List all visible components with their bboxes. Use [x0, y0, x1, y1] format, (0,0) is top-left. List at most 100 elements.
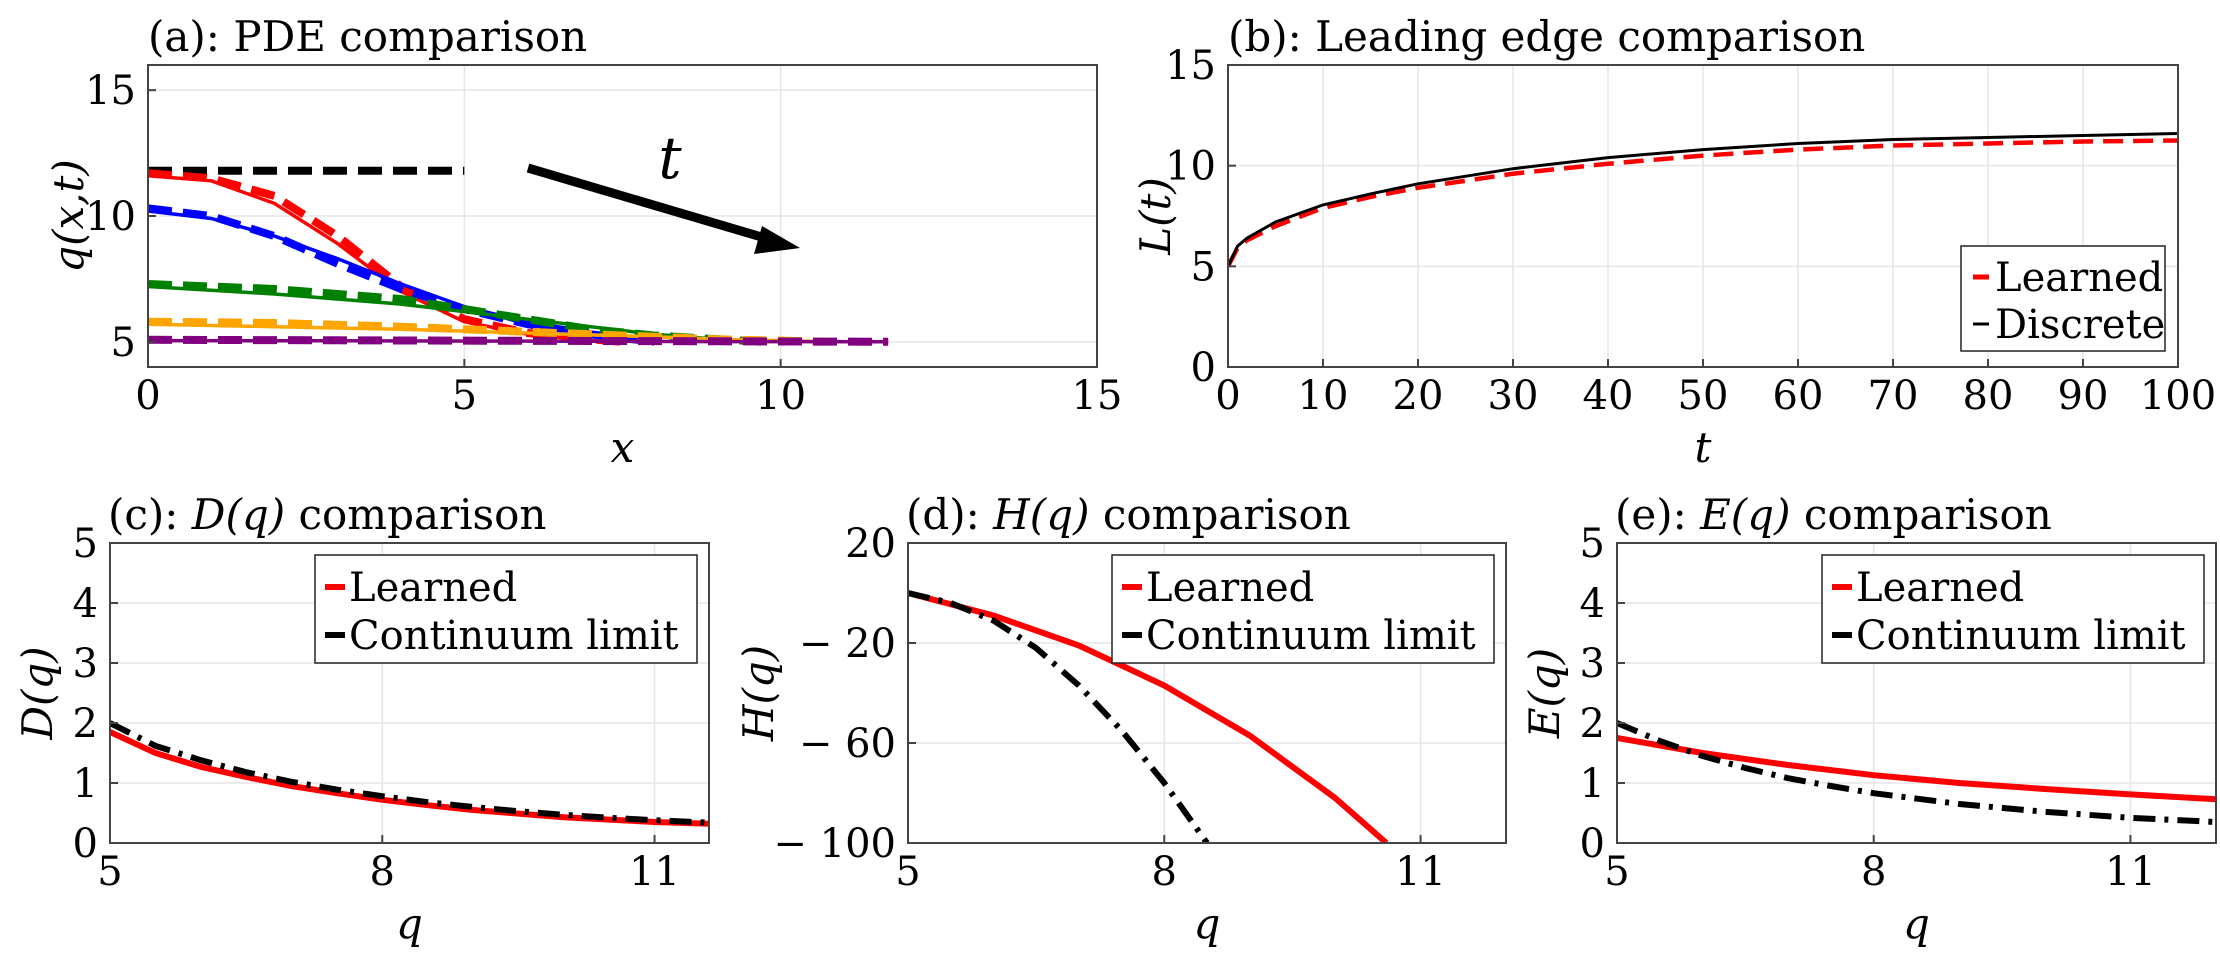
panel-a: 0 5 10 15 5 10 15 (a): PDE comparison x q(x,t) t: [44, 12, 1122, 472]
series-1-solid-line: [148, 173, 623, 344]
series-line-learned: [1228, 138, 2178, 268]
x-tick-label: 8: [370, 849, 395, 895]
y-tick-label: − 20: [799, 621, 896, 667]
plot-frame: [109, 542, 710, 844]
x-tick-label: 10: [1298, 373, 1349, 419]
y-axis-label: q(x,t): [44, 159, 93, 273]
x-tick-label: 50: [1678, 373, 1729, 419]
series-group: [148, 166, 889, 346]
x-tick-label: 5: [1604, 849, 1629, 895]
time-arrow-head: [754, 226, 800, 254]
x-tick-label: 30: [1488, 373, 1539, 419]
y-tick-label: 2: [1580, 701, 1605, 747]
legend-box: [1960, 245, 2166, 352]
legend-box: [314, 554, 698, 664]
y-tick-label: 0: [1191, 345, 1216, 391]
title-math: H(q): [992, 490, 1089, 539]
legend-box: [1821, 554, 2205, 664]
y-axis-label: L(t): [1131, 177, 1180, 256]
time-annotation: t: [658, 124, 682, 192]
y-tick-label: − 100: [773, 821, 896, 867]
legend-label-1: Continuum limit: [1146, 613, 1476, 659]
title-prefix: (d):: [906, 490, 993, 539]
x-tick-label: 5: [895, 849, 920, 895]
panel-d: 5 8 11 20 − 20 − 60 − 100 (d): H(q) comparison q…: [734, 490, 1507, 948]
y-tick-label: 5: [111, 320, 136, 366]
plot-frame: [1616, 542, 2217, 844]
series-3-solid-line: [148, 284, 762, 344]
panel-title: (e): E(q) comparison: [1615, 490, 2052, 539]
legend-label-0: Learned: [1856, 565, 2024, 611]
series-line-learned: [110, 729, 709, 827]
y-axis-label: D(q): [13, 646, 62, 740]
x-axis-label: x: [611, 423, 635, 472]
y-tick-label: 3: [1580, 641, 1605, 687]
y-tick-label: 3: [73, 641, 98, 687]
x-axis-label: q: [1903, 899, 1930, 948]
y-tick-label: 1: [1580, 761, 1605, 807]
series-line-learned: [1617, 735, 2216, 803]
title-prefix: (c):: [108, 490, 192, 539]
legend-label-learned: Learned: [1995, 255, 2163, 301]
x-tick-label: 90: [2058, 373, 2109, 419]
series-line-continuum-limit: [1617, 720, 2216, 825]
x-tick-label: 40: [1583, 373, 1634, 419]
y-tick-label: 2: [73, 701, 98, 747]
x-tick-label: 0: [135, 373, 160, 419]
x-tick-label: 8: [1152, 849, 1177, 895]
title-suffix: comparison: [1790, 490, 2051, 539]
y-tick-label: 1: [73, 761, 98, 807]
x-tick-label: 80: [1963, 373, 2014, 419]
x-tick-label: 0: [1215, 373, 1240, 419]
series-group: [1617, 720, 2216, 825]
panel-title: (b): Leading edge comparison: [1228, 12, 1865, 61]
series-1-dashed-line: [148, 169, 623, 346]
series-line-discrete: [1228, 132, 2178, 267]
series-line-continuum-limit: [908, 590, 1210, 843]
title-suffix: comparison: [285, 490, 546, 539]
x-tick-label: 11: [2105, 849, 2156, 895]
series-group: [908, 590, 1389, 843]
x-axis-label: t: [1695, 423, 1712, 472]
legend-label-0: Learned: [1146, 565, 1314, 611]
y-tick-label: 0: [1580, 821, 1605, 867]
x-tick-label: 20: [1393, 373, 1444, 419]
y-tick-label: 5: [1580, 521, 1605, 567]
x-tick-label: 5: [452, 373, 477, 419]
panel-title: (a): PDE comparison: [148, 12, 587, 61]
legend-label-1: Continuum limit: [349, 613, 679, 659]
x-tick-label: 100: [2140, 373, 2216, 419]
x-tick-label: 8: [1861, 849, 1886, 895]
x-tick-label: 5: [97, 849, 122, 895]
legend-label-1: Continuum limit: [1856, 613, 2186, 659]
series-group: [110, 720, 709, 827]
x-tick-label: 15: [1072, 373, 1123, 419]
x-tick-label: 70: [1868, 373, 1919, 419]
x-axis-label: q: [396, 899, 423, 948]
x-tick-label: 10: [755, 373, 806, 419]
series-line-continuum-limit: [110, 720, 709, 826]
y-tick-label: 0: [73, 821, 98, 867]
panel-b: 0 10 20 30 40 50 60 70 80 90 100 0 5 10 15 (b): Leading…: [1131, 12, 2216, 472]
y-tick-label: 15: [1165, 43, 1216, 89]
series-4-dashed-line: [148, 317, 826, 346]
y-tick-label: − 60: [799, 721, 896, 767]
legend-label-0: Learned: [349, 565, 517, 611]
y-axis-label: E(q): [1520, 648, 1569, 739]
y-tick-label: 20: [845, 521, 896, 567]
y-tick-label: 5: [73, 521, 98, 567]
legend-label-discrete: Discrete: [1995, 302, 2165, 348]
title-prefix: (e):: [1615, 490, 1700, 539]
title-math: D(q): [191, 490, 285, 539]
series-group: [1228, 132, 2178, 268]
y-tick-label: 10: [85, 194, 136, 240]
x-tick-label: 11: [1395, 849, 1446, 895]
x-axis-label: q: [1194, 899, 1221, 948]
panel-title: (c): D(q) comparison: [108, 490, 546, 539]
y-tick-label: 4: [1580, 581, 1605, 627]
y-tick-label: 15: [85, 68, 136, 114]
y-axis-label: H(q): [734, 645, 783, 742]
